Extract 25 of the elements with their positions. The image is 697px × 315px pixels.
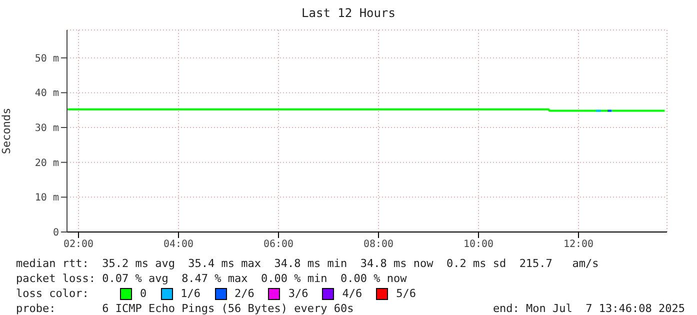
y-axis-title: Seconds (0, 108, 13, 154)
x-tick-label: 04:00 (163, 239, 194, 250)
y-tick-label: 10 m (34, 192, 59, 204)
chart-title: Last 12 Hours (300, 6, 396, 22)
x-tick-label: 10:00 (463, 239, 494, 250)
legend-label: 0 (139, 286, 147, 301)
y-tick-label: 50 m (34, 53, 59, 64)
legend-label: 2/6 (234, 286, 254, 301)
x-tick-label: 12:00 (563, 239, 594, 250)
x-tick-label: 08:00 (363, 239, 394, 250)
text: median rtt: 35.2 ms avg 35.4 ms max 34.8 ms min 34.8 ms now 0.2 ms sd 215.7 am/s (16, 256, 600, 271)
legend-label: 5/6 (395, 286, 416, 301)
y-tick-label: 20 m (34, 158, 59, 169)
legend-label: 1/6 (180, 286, 200, 301)
text: probe: 6 ICMP Echo Pings (56 Bytes) every 60s (16, 301, 354, 315)
y-tick-label: 40 m (34, 88, 59, 100)
legend-title: loss color: (16, 286, 90, 301)
legend-label: 3/6 (287, 286, 308, 301)
x-tick-label: 06:00 (263, 239, 294, 250)
y-tick-label: 30 m (34, 123, 59, 134)
text: end: Mon Jul 7 13:46:08 2025 (492, 301, 685, 315)
legend-label: 4/6 (341, 286, 362, 301)
text: packet loss: 0.07 % avg 8.47 % max 0.00 % min 0.00 % now (16, 271, 408, 286)
x-tick-label: 02:00 (63, 239, 94, 250)
y-tick-label: 0 (52, 228, 59, 239)
